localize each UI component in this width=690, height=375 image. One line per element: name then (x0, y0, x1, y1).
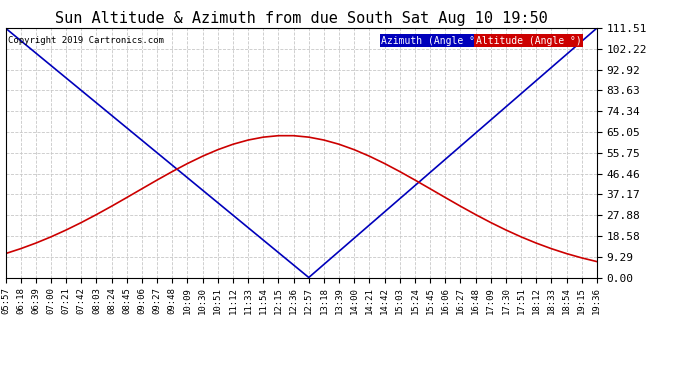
Text: Altitude (Angle °): Altitude (Angle °) (475, 36, 582, 46)
Text: Copyright 2019 Cartronics.com: Copyright 2019 Cartronics.com (8, 36, 164, 45)
Text: Azimuth (Angle °): Azimuth (Angle °) (381, 36, 481, 46)
Title: Sun Altitude & Azimuth from due South Sat Aug 10 19:50: Sun Altitude & Azimuth from due South Sa… (55, 10, 548, 26)
